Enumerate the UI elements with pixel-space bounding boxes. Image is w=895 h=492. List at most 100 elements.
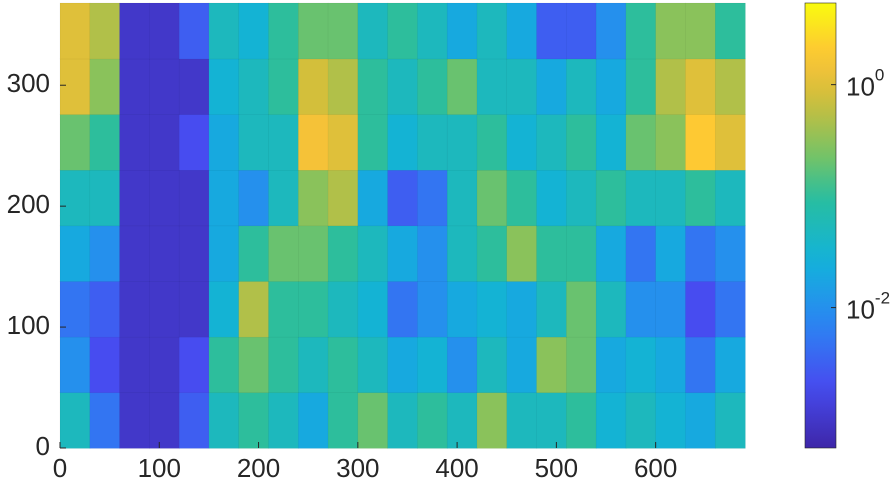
heatmap-cell	[268, 58, 299, 115]
heatmap-cell	[655, 169, 687, 227]
heatmap-cell	[714, 2, 746, 60]
heatmap-cell	[595, 114, 627, 171]
heatmap-cell	[566, 336, 597, 394]
heatmap-cell	[357, 225, 389, 282]
heatmap-cell	[268, 392, 299, 449]
heatmap-cell	[714, 336, 746, 394]
heatmap-cell	[59, 336, 91, 394]
heatmap-cell	[595, 58, 627, 115]
heatmap-cell	[238, 336, 270, 394]
heatmap-cell	[327, 169, 359, 227]
heatmap-cell	[268, 2, 299, 60]
heatmap-cell	[476, 58, 508, 115]
colorbar-tick-label: 10-2	[846, 289, 890, 324]
heatmap-cell	[208, 58, 240, 115]
x-tick-label: 400	[435, 453, 478, 483]
heatmap-cell	[536, 336, 567, 394]
heatmap-cell	[387, 114, 419, 171]
heatmap-cell	[566, 280, 597, 338]
heatmap-cell	[89, 114, 121, 171]
heatmap-cell	[476, 280, 508, 338]
heatmap-cell	[119, 169, 150, 227]
heatmap-cell	[536, 225, 567, 282]
heatmap-cell	[178, 280, 210, 338]
heatmap-cell	[566, 169, 597, 227]
heatmap-cell	[327, 336, 359, 394]
heatmap-cell	[655, 225, 687, 282]
heatmap-cell	[625, 336, 657, 394]
heatmap-cell	[89, 392, 121, 449]
heatmap-cell	[446, 2, 478, 60]
heatmap-cell	[327, 280, 359, 338]
heatmap-cell	[238, 280, 270, 338]
heatmap-cell	[327, 2, 359, 60]
heatmap-cell	[59, 225, 91, 282]
heatmap-cell	[446, 225, 478, 282]
heatmap-cell	[655, 2, 687, 60]
heatmap-cell	[625, 392, 657, 449]
heatmap-cell	[625, 58, 657, 115]
heatmap-cell	[59, 392, 91, 449]
heatmap-cell	[149, 336, 180, 394]
heatmap-cell	[506, 114, 538, 171]
heatmap-cell	[89, 169, 121, 227]
heatmap-cell	[655, 280, 687, 338]
heatmap-cell	[208, 225, 240, 282]
heatmap-cell	[387, 280, 419, 338]
heatmap-cell	[595, 280, 627, 338]
heatmap-cell	[536, 169, 567, 227]
heatmap-cell	[476, 2, 508, 60]
heatmap-cell	[149, 58, 180, 115]
heatmap-cell	[595, 169, 627, 227]
heatmap-cell	[387, 392, 419, 449]
heatmap-cell	[298, 225, 329, 282]
heatmap-cell	[357, 336, 389, 394]
heatmap-cell	[685, 58, 716, 115]
heatmap-cell	[119, 225, 150, 282]
heatmap-cell	[357, 392, 389, 449]
heatmap-cell	[506, 225, 538, 282]
heatmap-cell	[119, 114, 150, 171]
y-tick-label: 200	[7, 189, 50, 219]
heatmap-cell	[417, 2, 448, 60]
x-tick-label: 600	[634, 453, 677, 483]
heatmap-cell	[417, 336, 448, 394]
heatmap-cell	[476, 225, 508, 282]
heatmap-cell	[655, 336, 687, 394]
heatmap-cell	[446, 58, 478, 115]
heatmap-cell	[595, 225, 627, 282]
heatmap-cell	[506, 58, 538, 115]
heatmap-cell	[89, 58, 121, 115]
heatmap-cell	[298, 336, 329, 394]
heatmap-cell	[417, 225, 448, 282]
heatmap-cell	[714, 169, 746, 227]
heatmap-cell	[208, 2, 240, 60]
heatmap-cell	[268, 114, 299, 171]
heatmap-cell	[89, 280, 121, 338]
heatmap-cell	[655, 114, 687, 171]
y-tick-label: 0	[36, 431, 50, 461]
heatmap-cell	[59, 58, 91, 115]
heatmap-cell	[506, 169, 538, 227]
heatmap-cell	[387, 2, 419, 60]
heatmap-cell	[446, 280, 478, 338]
heatmap-cell	[327, 58, 359, 115]
y-tick-label: 100	[7, 310, 50, 340]
heatmap-cell	[268, 336, 299, 394]
heatmap-cell	[327, 225, 359, 282]
heatmap-cell	[298, 58, 329, 115]
x-tick-label: 300	[336, 453, 379, 483]
heatmap-cell	[238, 225, 270, 282]
heatmap-cell	[714, 58, 746, 115]
heatmap-cell	[268, 225, 299, 282]
heatmap-cell	[298, 169, 329, 227]
heatmap-cell	[178, 114, 210, 171]
heatmap-cell	[714, 392, 746, 449]
heatmap-cell	[59, 169, 91, 227]
heatmap-cell	[178, 2, 210, 60]
heatmap-cell	[566, 225, 597, 282]
heatmap-cell	[387, 336, 419, 394]
heatmap-cell	[178, 336, 210, 394]
heatmap-cell	[149, 2, 180, 60]
heatmap-cell	[149, 392, 180, 449]
